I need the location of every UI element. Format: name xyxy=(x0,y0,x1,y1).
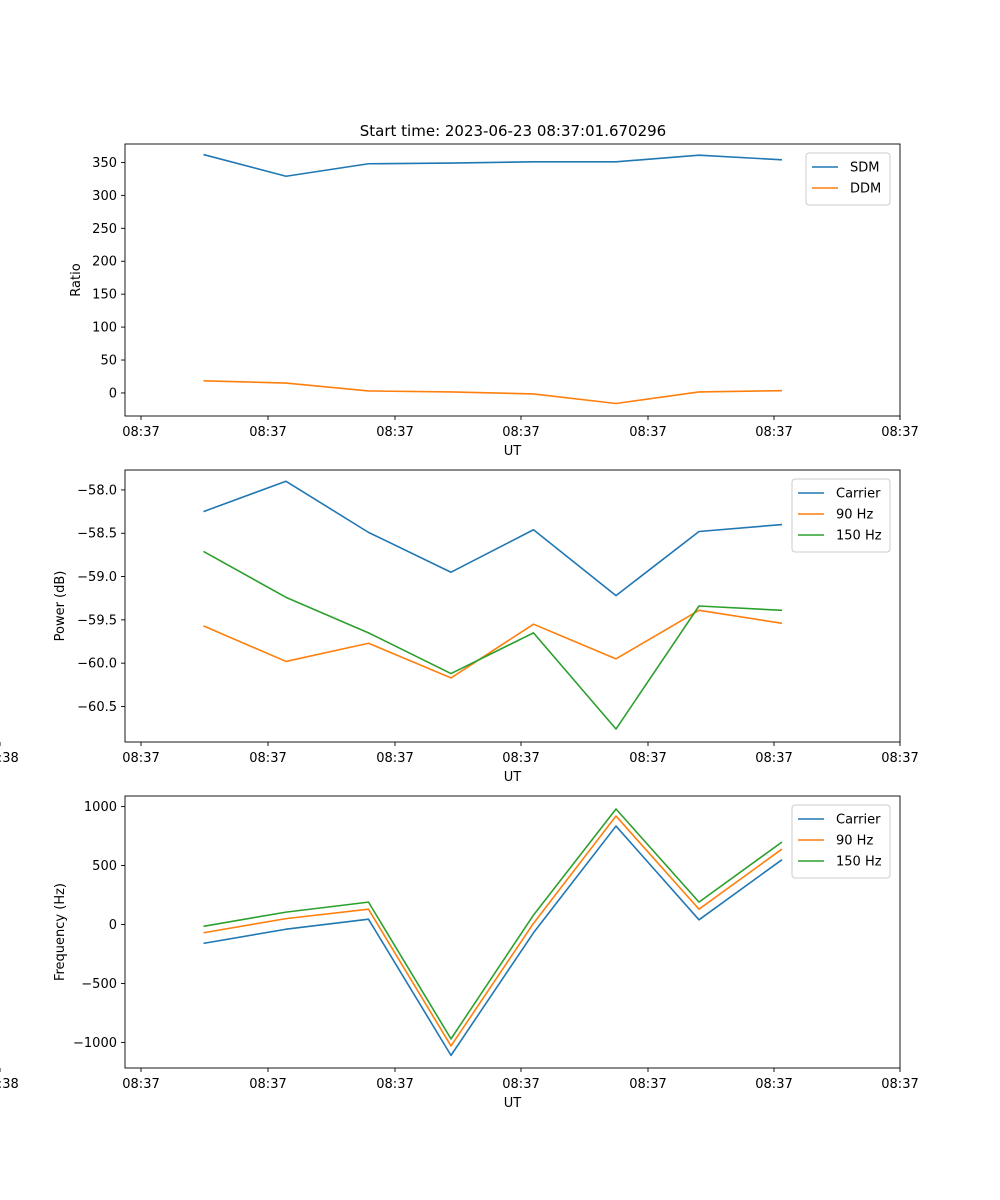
y-axis-label: Ratio xyxy=(69,263,84,296)
x-tick-label: 08:37 xyxy=(629,751,666,766)
x-axis-label: UT xyxy=(504,770,522,785)
y-tick-label: 300 xyxy=(92,189,117,204)
axes-frame xyxy=(124,469,901,743)
y-tick-label: 1000 xyxy=(84,800,117,815)
x-tick-label: 08:37 xyxy=(249,751,286,766)
x-tick-label: 08:37 xyxy=(881,425,918,440)
legend-entry: DDM xyxy=(850,182,881,197)
y-tick-label: −58.5 xyxy=(77,527,117,542)
x-tick-label: 08:37 xyxy=(755,1077,792,1092)
x-tick-label: 08:37 xyxy=(502,1077,539,1092)
y-tick-label: 200 xyxy=(92,255,117,270)
subplot-3: 1000 500 0 −500 −1000 08:37 08:37 08:37 08:37 08:… xyxy=(0,795,919,1111)
legend-entry: 150 Hz xyxy=(836,529,882,544)
x-tick-label: 08:37 xyxy=(881,751,918,766)
legend: SDM DDM xyxy=(805,152,891,206)
x-tick-label: 08:37 xyxy=(122,1077,159,1092)
x-tick-label: 08:37 xyxy=(249,425,286,440)
x-tick-label: 08:37 xyxy=(755,425,792,440)
x-tick-label: 08:37 xyxy=(376,425,413,440)
legend-entry: Carrier xyxy=(836,813,881,828)
legend-box xyxy=(791,478,891,553)
series-line-ddm xyxy=(203,379,783,405)
legend-box xyxy=(805,152,891,206)
x-axis-label: UT xyxy=(504,444,522,459)
x-axis-label: UT xyxy=(504,1096,522,1111)
legend: Carrier 90 Hz 150 Hz xyxy=(791,478,891,553)
x-tick-label: 08:37 xyxy=(881,1077,918,1092)
x-tick-label: 08:37 xyxy=(249,1077,286,1092)
axes-frame xyxy=(124,795,901,1069)
y-tick-label: 0 xyxy=(109,918,117,933)
y-tick-label: −60.5 xyxy=(77,700,117,715)
y-tick-label: −60.0 xyxy=(77,657,117,672)
series-line-carrier xyxy=(203,825,783,1057)
series-line-150-hz xyxy=(203,808,783,1040)
subplot-2: −58.0 −58.5 −59.0 −59.5 −60.0 −60.5 08:37 08:37… xyxy=(0,469,919,785)
y-tick-label: 500 xyxy=(92,859,117,874)
y-tick-label: 250 xyxy=(92,222,117,237)
legend-box xyxy=(791,804,891,879)
y-tick-label: −59.5 xyxy=(77,613,117,628)
y-tick-label: 0 xyxy=(109,386,117,401)
y-axis-label: Power (dB) xyxy=(53,571,68,642)
legend-entry: 90 Hz xyxy=(836,834,873,849)
x-tick-label: 08:37 xyxy=(376,1077,413,1092)
x-tick-label: 08:37 xyxy=(122,425,159,440)
y-tick-label: 350 xyxy=(92,156,117,171)
legend-entry: SDM xyxy=(850,161,879,176)
axes-frame xyxy=(124,143,901,417)
x-tick-label: 08:38 xyxy=(0,751,19,766)
legend: Carrier 90 Hz 150 Hz xyxy=(791,804,891,879)
y-tick-label: −500 xyxy=(81,977,117,992)
x-tick-label: 08:37 xyxy=(629,425,666,440)
y-tick-label: 100 xyxy=(92,321,117,336)
subplots: 0 50 100 150 200 250 300 350 08:37 08:37 08:37 08:3… xyxy=(0,143,919,1111)
y-tick-label: 50 xyxy=(100,354,117,369)
series-line-150-hz xyxy=(203,550,783,730)
x-tick-label: 08:37 xyxy=(629,1077,666,1092)
legend-entry: 150 Hz xyxy=(836,855,882,870)
series-line-90-hz xyxy=(203,815,783,1047)
subplot-1: 0 50 100 150 200 250 300 350 08:37 08:37 08:37 08:3… xyxy=(69,143,919,459)
x-tick-label: 08:37 xyxy=(502,751,539,766)
y-tick-label: −59.0 xyxy=(77,570,117,585)
y-tick-label: −1000 xyxy=(73,1036,117,1051)
y-tick-label: −58.0 xyxy=(77,483,117,498)
x-tick-label: 08:37 xyxy=(502,425,539,440)
series-line-carrier xyxy=(203,480,783,597)
legend-entry: 90 Hz xyxy=(836,508,873,523)
x-tick-label: 08:37 xyxy=(122,751,159,766)
y-axis-label: Frequency (Hz) xyxy=(53,883,68,981)
legend-entry: Carrier xyxy=(836,487,881,502)
figure-title: Start time: 2023-06-23 08:37:01.670296 xyxy=(360,122,666,140)
series-line-sdm xyxy=(203,153,783,178)
x-tick-label: 08:37 xyxy=(376,751,413,766)
series-line-90-hz xyxy=(203,609,783,679)
x-tick-label: 08:37 xyxy=(755,751,792,766)
y-tick-label: 150 xyxy=(92,288,117,303)
x-tick-label: 08:38 xyxy=(0,1077,19,1092)
